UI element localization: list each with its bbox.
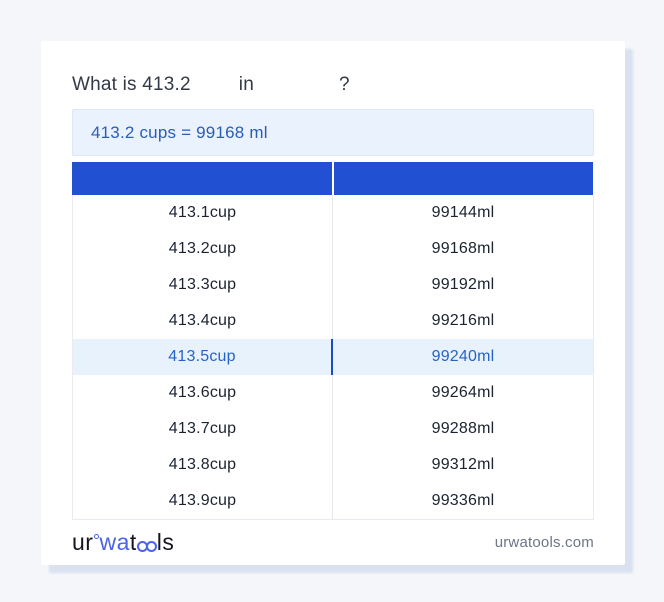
conversion-result-box: 413.2 cups = 99168 ml	[72, 109, 594, 156]
cup-value-cell[interactable]: 413.7cup	[73, 411, 333, 447]
cup-value-cell[interactable]: 413.1cup	[73, 195, 333, 231]
logo-ring-icon	[94, 534, 100, 539]
ml-value-cell[interactable]: 99192ml	[431, 276, 495, 293]
table-row[interactable]: 413.8cup 99312ml	[73, 447, 593, 483]
table-row[interactable]: 413.1cup 99144ml	[73, 195, 593, 231]
table-header-cups	[72, 162, 332, 195]
title-in-part: in	[238, 74, 254, 95]
cup-value-cell[interactable]: 413.6cup	[73, 375, 333, 411]
conversion-result-text: 413.2 cups = 99168 ml	[91, 122, 268, 142]
converter-card: What is 413.2 in? 413.2 cups = 99168 ml 4…	[41, 41, 625, 565]
table-row[interactable]: 413.7cup 99288ml	[73, 411, 593, 447]
cup-value-cell[interactable]: 413.3cup	[73, 267, 333, 303]
urwatools-logo[interactable]: ur wa t ls	[72, 529, 174, 556]
cup-value-cell[interactable]: 413.8cup	[73, 447, 333, 483]
ml-value-cell[interactable]: 99240ml	[431, 348, 495, 365]
logo-text-blue: wa	[99, 529, 130, 555]
table-body: 413.1cup 99144ml 413.2cup 99168ml 413.3c…	[72, 195, 594, 520]
logo-text-dark: ur	[72, 529, 94, 555]
table-row[interactable]: 413.2cup 99168ml	[73, 231, 593, 267]
ml-value-cell[interactable]: 99216ml	[431, 312, 495, 329]
ml-value-cell[interactable]: 99312ml	[431, 456, 495, 473]
cup-value-cell[interactable]: 413.9cup	[73, 483, 333, 519]
ml-value-cell[interactable]: 99168ml	[431, 240, 495, 257]
cup-value-cell[interactable]: 413.5cup	[73, 339, 333, 375]
logo-text-dark: ls	[156, 529, 175, 555]
ml-value-cell[interactable]: 99144ml	[431, 204, 495, 221]
table-row[interactable]: 413.4cup 99216ml	[73, 303, 593, 339]
table-header-row	[72, 162, 594, 195]
cup-value-cell[interactable]: 413.4cup	[73, 303, 333, 339]
table-row[interactable]: 413.3cup 99192ml	[73, 267, 593, 303]
table-row-highlighted[interactable]: 413.5cup 99240ml	[73, 339, 593, 375]
card-footer: ur wa t ls urwatools.com	[72, 529, 594, 556]
ml-value-cell[interactable]: 99288ml	[431, 420, 495, 437]
cup-value-cell[interactable]: 413.2cup	[73, 231, 333, 267]
table-header-ml	[334, 162, 593, 195]
logo-glasses-icon	[145, 541, 157, 552]
conversion-table: 413.1cup 99144ml 413.2cup 99168ml 413.3c…	[72, 162, 594, 520]
table-row[interactable]: 413.9cup 99336ml	[73, 483, 593, 519]
ml-value-cell[interactable]: 99336ml	[431, 492, 495, 509]
title-question-mark: ?	[338, 74, 350, 95]
title-question-part: What is 413.2	[72, 74, 191, 95]
table-row[interactable]: 413.6cup 99264ml	[73, 375, 593, 411]
site-domain: urwatools.com	[494, 534, 594, 551]
page-title: What is 413.2 in?	[72, 74, 594, 96]
ml-value-cell[interactable]: 99264ml	[431, 384, 495, 401]
logo-text-dark: t	[129, 529, 137, 555]
